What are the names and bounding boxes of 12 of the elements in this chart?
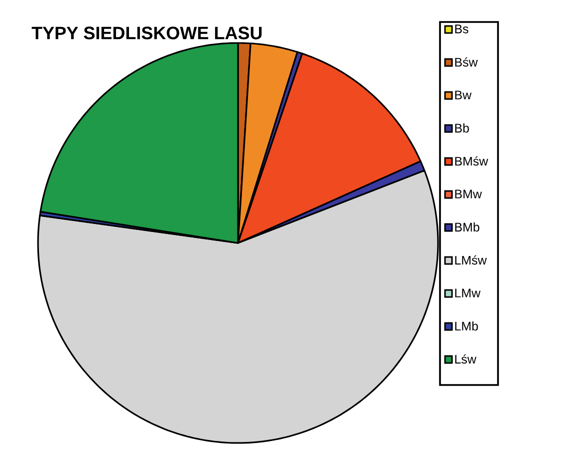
legend-label: Bw	[455, 90, 472, 100]
legend-label: Bb	[455, 123, 469, 133]
legend-label: Bs	[455, 24, 468, 34]
legend-label: LMw	[455, 288, 481, 298]
legend-label: LMśw	[455, 255, 487, 265]
legend-label: BMb	[455, 222, 480, 232]
legend-label: Lśw	[455, 354, 476, 364]
legend-label: BMw	[455, 190, 482, 198]
legend-label: BMśw	[455, 156, 488, 166]
legend-label: Bśw	[455, 57, 478, 67]
legend-label: LMb	[455, 321, 478, 331]
chart-title: TYPY SIEDLISKOWE LASU	[32, 26, 262, 40]
